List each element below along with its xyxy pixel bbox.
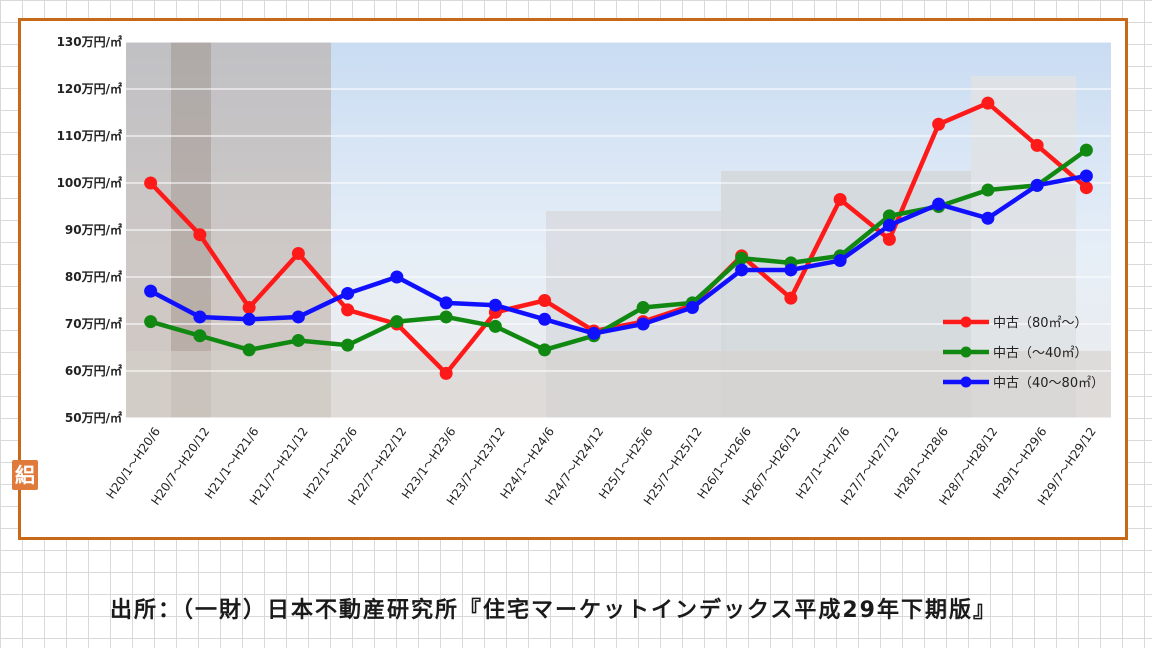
data-point [981,183,995,197]
data-point [1079,169,1093,183]
data-point [144,284,158,298]
legend-label: 中古（80㎡〜） [993,316,1088,331]
data-point [144,176,158,190]
data-point [242,301,256,315]
y-tick-label: 50万円/㎡ [65,410,122,425]
data-point [882,209,896,223]
data-point [390,270,404,284]
logo-mark-icon: 絽 [12,460,38,490]
data-point [439,366,453,380]
data-point [735,251,749,265]
series-line [149,173,1087,336]
data-point [833,192,847,206]
data-point [341,286,355,300]
data-point [636,317,650,331]
data-point [193,310,207,324]
y-tick-label: 130万円/㎡ [57,34,122,49]
data-point [538,312,552,326]
data-point [488,298,502,312]
data-point [1030,178,1044,192]
legend-marker [960,376,972,388]
chart-frame: 50万円/㎡ 60万円/㎡ 70万円/㎡ 80万円/㎡ 90万円/㎡ 100万円/㎡ 110… [18,18,1128,540]
data-point [538,343,552,357]
y-axis-ticks: 50万円/㎡ 60万円/㎡ 70万円/㎡ 80万円/㎡ 90万円/㎡ 100万円/㎡ 110… [57,34,122,425]
data-point [685,301,699,315]
legend-label: 中古（40〜80㎡） [993,376,1104,391]
legend-marker [960,346,972,358]
data-point [538,294,552,307]
y-tick-label: 120万円/㎡ [57,81,122,96]
data-point [981,96,995,110]
data-point [439,310,453,324]
y-tick-label: 60万円/㎡ [65,363,122,378]
y-tick-label: 110万円/㎡ [57,128,122,143]
data-point [587,326,601,340]
series-line [148,100,1088,376]
source-caption: 出所：（一財）日本不動産研究所『住宅マーケットインデックス平成29年下期版』 [110,598,997,623]
legend-label: 中古（〜40㎡） [993,346,1088,361]
data-point [784,263,798,277]
y-tick-label: 100万円/㎡ [57,175,122,190]
data-point [932,117,946,131]
legend: 中古（80㎡〜） 中古（〜40㎡） 中古（40〜80㎡） [943,316,1104,391]
data-point [882,232,896,246]
legend-marker [960,316,972,328]
data-point [144,315,158,329]
data-point [1030,138,1044,152]
data-point [291,333,305,347]
data-point [390,315,404,329]
data-point [882,218,896,232]
data-point [242,312,256,326]
data-point [833,254,847,268]
data-point [193,329,207,343]
data-point [242,343,256,357]
data-point [341,303,355,317]
data-point [193,228,207,242]
y-tick-label: 80万円/㎡ [65,269,122,284]
data-point [735,263,749,277]
x-axis-ticks: H20/1〜H20/6H20/7〜H20/12H21/1〜H21/6H21/7〜… [103,425,1098,508]
data-point [291,247,305,260]
data-point [932,197,946,211]
y-tick-label: 70万円/㎡ [65,316,122,331]
data-point [981,211,995,225]
data-point [784,291,798,305]
data-point [291,310,305,324]
data-point [1079,181,1093,195]
data-point [1079,143,1093,157]
gridlines [126,41,1111,419]
data-point [341,338,355,352]
data-point [636,301,650,315]
series-lines [144,96,1093,380]
line-chart: 50万円/㎡ 60万円/㎡ 70万円/㎡ 80万円/㎡ 90万円/㎡ 100万円/㎡ 110… [57,34,1111,508]
y-tick-label: 90万円/㎡ [65,222,122,237]
data-point [488,319,502,333]
data-point [439,296,453,310]
